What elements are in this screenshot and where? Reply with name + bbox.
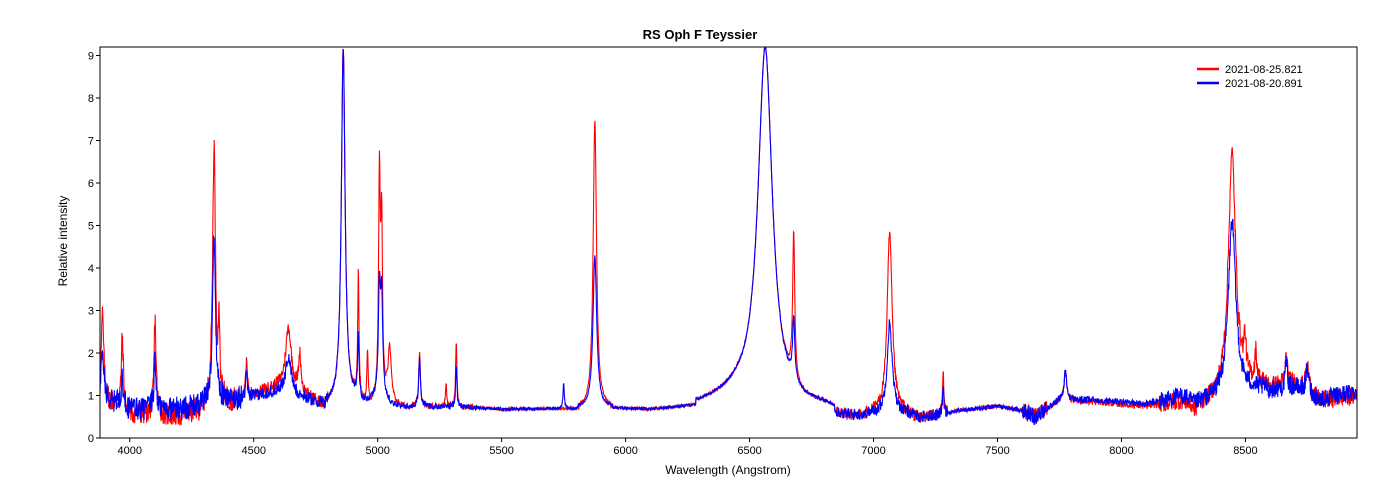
x-tick-label: 6000 <box>613 445 637 457</box>
plot-area <box>100 47 1357 427</box>
y-tick-label: 0 <box>88 433 94 445</box>
y-tick-label: 4 <box>88 263 94 275</box>
x-tick-label: 8500 <box>1233 445 1257 457</box>
x-tick-label: 7500 <box>985 445 1009 457</box>
legend: 2021-08-25.821 2021-08-20.891 <box>1197 64 1303 90</box>
x-tick-label: 8000 <box>1109 445 1133 457</box>
y-tick-label: 1 <box>88 391 94 403</box>
series-line <box>100 47 1357 425</box>
y-tick-label: 2 <box>88 348 94 360</box>
legend-entry: 2021-08-25.821 <box>1225 64 1303 76</box>
y-axis-label: Relative intensity <box>56 196 70 287</box>
x-tick-label: 4000 <box>118 445 142 457</box>
x-axis: 4000 4500 5000 5500 6000 6500 7000 7500 8000 8500 <box>118 438 1258 457</box>
y-tick-label: 5 <box>88 221 94 233</box>
y-tick-label: 7 <box>88 136 94 148</box>
y-tick-label: 8 <box>88 93 94 105</box>
x-tick-label: 6500 <box>737 445 761 457</box>
chart-title: RS Oph F Teyssier <box>643 27 758 42</box>
x-tick-label: 5000 <box>365 445 389 457</box>
plot-frame <box>99 46 1358 439</box>
y-tick-label: 9 <box>88 51 94 63</box>
x-tick-label: 4500 <box>241 445 265 457</box>
series-layer <box>100 47 1357 427</box>
x-tick-label: 7000 <box>861 445 885 457</box>
y-tick-label: 3 <box>88 306 94 318</box>
x-axis-label: Wavelength (Angstrom) <box>665 463 791 477</box>
x-tick-label: 5500 <box>489 445 513 457</box>
legend-entry: 2021-08-20.891 <box>1225 78 1303 90</box>
y-tick-label: 6 <box>88 178 94 190</box>
y-axis: 0 1 2 3 4 5 6 7 8 9 <box>88 51 100 445</box>
